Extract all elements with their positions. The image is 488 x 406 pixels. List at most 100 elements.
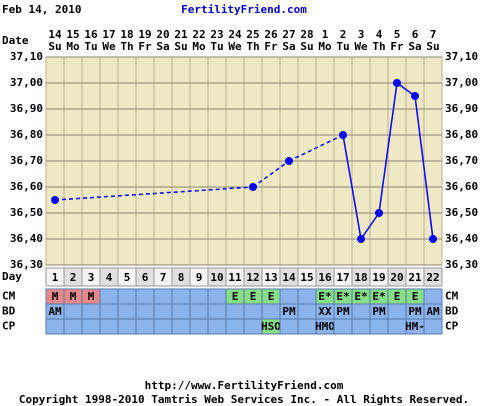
row-cell xyxy=(117,303,137,320)
row-cell-text: HM- xyxy=(405,320,425,333)
date-label: Date xyxy=(2,34,29,47)
weekday: Su xyxy=(48,40,61,53)
row-cell xyxy=(189,303,209,320)
row-cell-text: HMO xyxy=(315,320,335,333)
weekday: Mo xyxy=(66,40,80,53)
y-tick-label-right: 36,60 xyxy=(445,180,478,193)
temperature-point xyxy=(51,196,59,204)
row-cell xyxy=(351,318,371,335)
row-cell-text: AM xyxy=(426,305,440,318)
temperature-segment xyxy=(378,82,398,214)
day-number: 13 xyxy=(264,271,277,284)
weekday: Sa xyxy=(408,40,421,53)
day-number: 2 xyxy=(70,271,77,284)
weekday: Th xyxy=(246,40,259,53)
y-tick-label: 36,80 xyxy=(10,128,43,141)
weekday: Sa xyxy=(282,40,295,53)
row-cell xyxy=(153,318,173,335)
weekday: We xyxy=(102,40,116,53)
date-number: 18 xyxy=(120,28,133,41)
row-cell-text: E xyxy=(394,290,401,303)
day-number: 1 xyxy=(52,271,59,284)
weekday: Sa xyxy=(156,40,169,53)
row-cell xyxy=(153,288,173,305)
weekday: Tu xyxy=(336,40,349,53)
temperature-point xyxy=(429,235,437,243)
y-tick-label-right: 36,80 xyxy=(445,128,478,141)
day-number: 20 xyxy=(390,271,403,284)
row-cell xyxy=(243,303,263,320)
y-tick-label-right: 36,70 xyxy=(445,154,478,167)
row-cell xyxy=(81,318,101,335)
day-number: 17 xyxy=(336,271,349,284)
row-cell xyxy=(423,288,443,305)
day-number: 21 xyxy=(408,271,422,284)
date-number: 23 xyxy=(210,28,223,41)
temperature-segment xyxy=(54,186,254,201)
temperature-segment xyxy=(342,134,362,240)
weekday: Tu xyxy=(210,40,223,53)
row-cell xyxy=(63,318,83,335)
date-number: 20 xyxy=(156,28,169,41)
weekday: We xyxy=(354,40,368,53)
row-label: BD xyxy=(2,305,16,318)
weekday: Su xyxy=(300,40,313,53)
row-cell xyxy=(135,318,155,335)
weekday: Fr xyxy=(264,40,278,53)
y-tick-label: 37,10 xyxy=(10,50,43,63)
date-number: 24 xyxy=(228,28,242,41)
weekday: Th xyxy=(372,40,385,53)
row-cell xyxy=(99,303,119,320)
weekday: Fr xyxy=(138,40,152,53)
y-tick-label: 36,90 xyxy=(10,102,43,115)
date-number: 4 xyxy=(376,28,383,41)
day-number: 19 xyxy=(372,271,385,284)
row-cell-text: E xyxy=(232,290,239,303)
row-cell xyxy=(117,288,137,305)
weekday: Su xyxy=(426,40,439,53)
weekday: We xyxy=(228,40,242,53)
day-number: 22 xyxy=(426,271,439,284)
day-cell xyxy=(423,267,443,287)
date-number: 25 xyxy=(246,28,259,41)
row-cell-text: AM xyxy=(48,305,62,318)
y-tick-label-right: 36,50 xyxy=(445,206,478,219)
row-cell-text: M xyxy=(52,290,59,303)
row-cell-text: E* xyxy=(336,290,349,303)
weekday: Mo xyxy=(192,40,206,53)
row-cell-text: PM xyxy=(336,305,350,318)
temperature-segment xyxy=(360,212,380,240)
y-tick-label: 36,50 xyxy=(10,206,43,219)
row-cell-text: PM xyxy=(408,305,422,318)
day-number: 3 xyxy=(88,271,95,284)
row-cell xyxy=(99,288,119,305)
row-cell xyxy=(207,288,227,305)
row-cell xyxy=(297,303,317,320)
date-number: 6 xyxy=(412,28,419,41)
row-cell xyxy=(351,303,371,320)
row-cell xyxy=(171,303,191,320)
date-number: 15 xyxy=(66,28,79,41)
row-cell xyxy=(207,303,227,320)
day-number: 14 xyxy=(282,271,296,284)
footer-url: http://www.FertilityFriend.com xyxy=(145,379,344,392)
date-number: 19 xyxy=(138,28,151,41)
row-cell xyxy=(189,318,209,335)
day-number: 7 xyxy=(160,271,167,284)
y-tick-label: 36,30 xyxy=(10,258,43,271)
date-number: 16 xyxy=(84,28,98,41)
row-cell-text: M xyxy=(70,290,77,303)
day-number: 9 xyxy=(196,271,203,284)
date-number: 7 xyxy=(430,28,437,41)
temperature-point xyxy=(393,79,401,87)
row-cell xyxy=(225,303,245,320)
temperature-segment xyxy=(252,160,290,188)
weekday: Su xyxy=(174,40,187,53)
row-cell-text: E xyxy=(268,290,275,303)
row-cell xyxy=(261,303,281,320)
row-cell-text: E xyxy=(250,290,257,303)
row-label: CP xyxy=(2,320,16,333)
row-cell-text: E* xyxy=(318,290,331,303)
day-number: 18 xyxy=(354,271,367,284)
date-number: 2 xyxy=(340,28,347,41)
